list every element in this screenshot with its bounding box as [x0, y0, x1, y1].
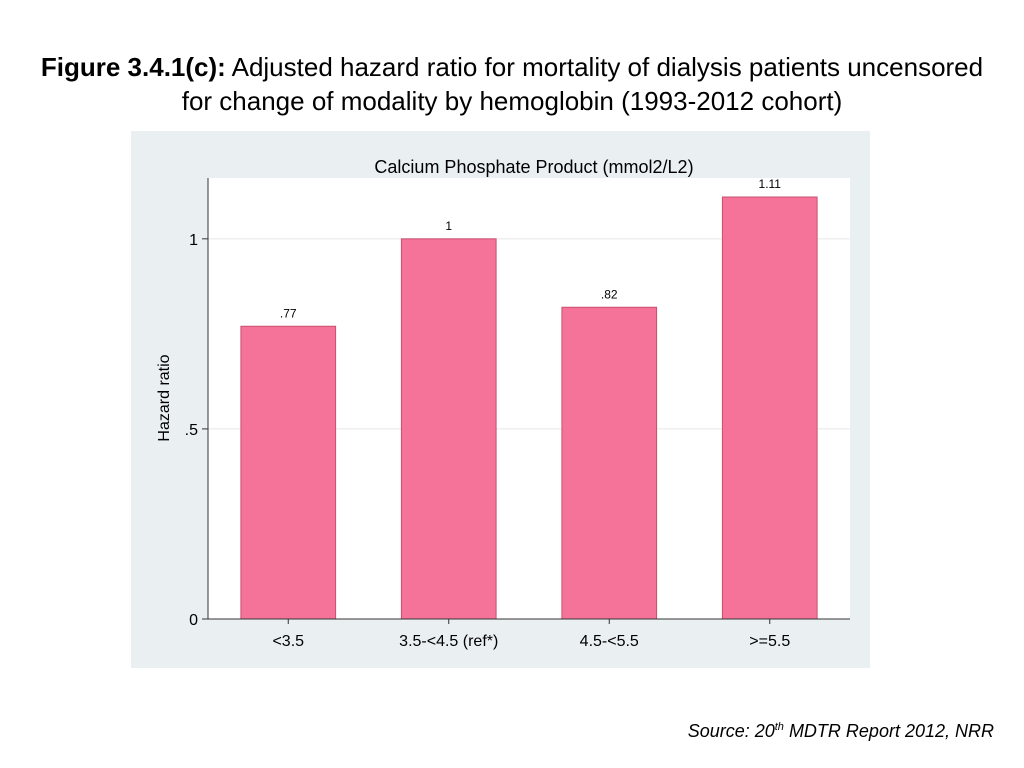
value-label: .82 [601, 287, 618, 301]
bar [400, 238, 497, 620]
source-superscript: th [774, 721, 784, 733]
value-label: .77 [280, 306, 297, 320]
y-axis-label: Hazard ratio [156, 354, 173, 441]
x-tick-label: <3.5 [272, 633, 304, 650]
y-tick-label: .5 [185, 422, 198, 439]
figure-title: Figure 3.4.1(c): Adjusted hazard ratio f… [40, 50, 984, 118]
axes [207, 178, 850, 620]
bar [240, 325, 337, 620]
bar [721, 196, 818, 620]
chart-title: Calcium Phosphate Product (mmol2/L2) [374, 157, 693, 177]
y-tick-label: 0 [189, 612, 198, 629]
value-label: 1 [445, 219, 452, 233]
source-prefix: Source: 20 [687, 721, 775, 741]
x-tick-label: 4.5-<5.5 [580, 633, 639, 650]
y-tick-label: 1 [189, 232, 198, 249]
figure-title-label: Figure 3.4.1(c): [40, 52, 226, 82]
x-tick-label: >=5.5 [749, 633, 790, 650]
figure-title-text: Adjusted hazard ratio for mortality of d… [181, 52, 984, 116]
x-tick-label: 3.5-<4.5 (ref*) [399, 633, 498, 650]
source-note: Source: 20th MDTR Report 2012, NRR [688, 721, 994, 742]
source-suffix: MDTR Report 2012, NRR [783, 721, 994, 741]
y-ticks: 0.51 [185, 232, 208, 629]
value-label: 1.11 [759, 177, 782, 191]
value-labels: .77 1 .82 1.11 [280, 177, 781, 320]
bar [561, 306, 658, 620]
bars [240, 196, 818, 620]
x-tick-labels: <3.5 3.5-<4.5 (ref*) 4.5-<5.5 >=5.5 [272, 619, 790, 650]
